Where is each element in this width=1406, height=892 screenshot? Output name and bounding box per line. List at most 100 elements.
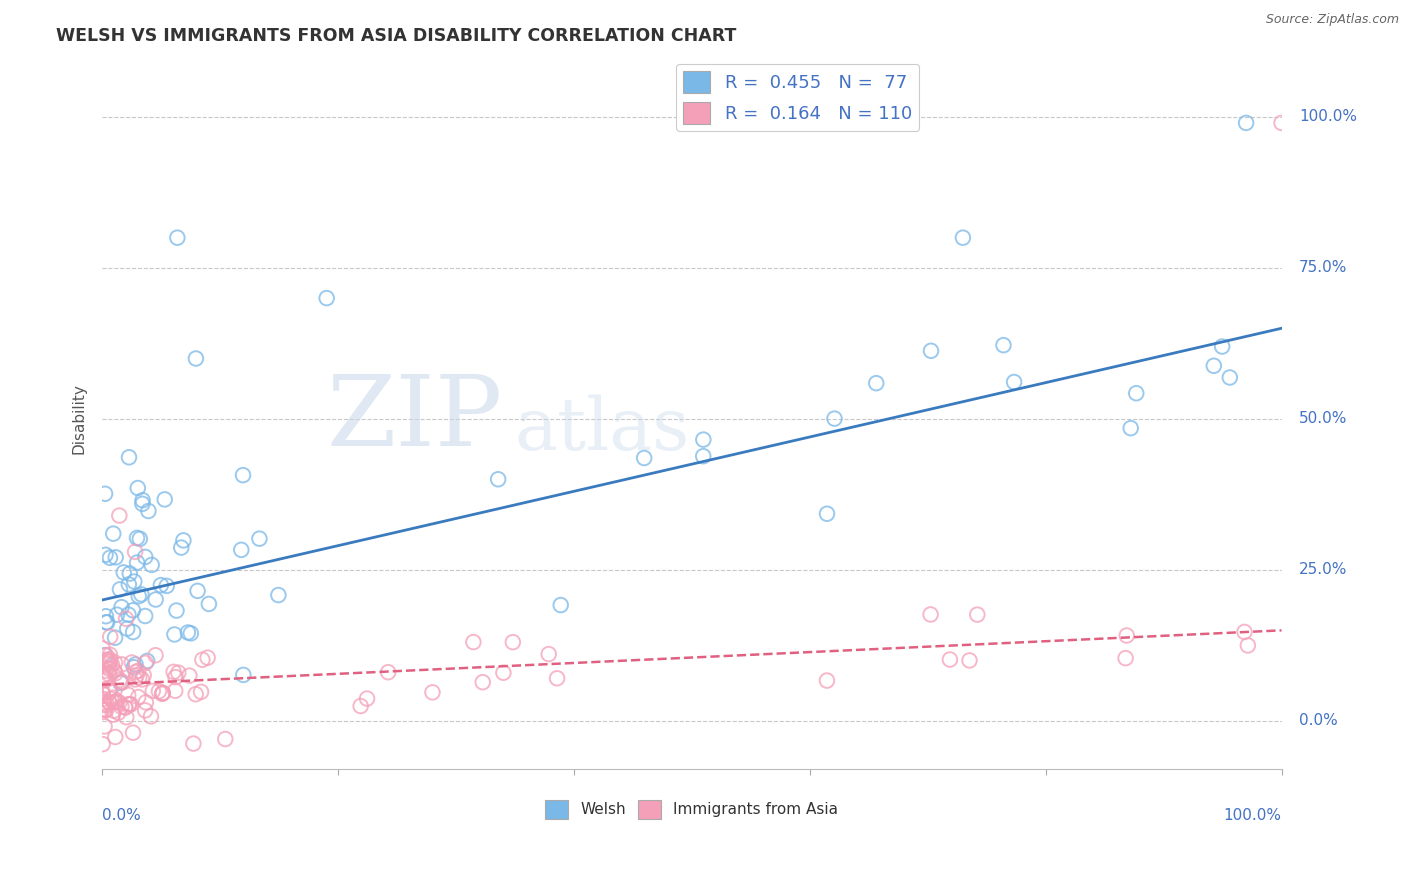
Point [165, 683, 187, 698]
Y-axis label: Disability: Disability [72, 384, 86, 454]
Point [184, 687, 207, 701]
Point [356, 691, 378, 706]
Point [1125, 386, 1147, 401]
Point [152, 686, 174, 700]
Point [134, 549, 156, 564]
Point [100, 692, 122, 706]
Point [118, 566, 141, 581]
Point [145, 648, 167, 663]
Point [110, 699, 132, 714]
Point [198, 597, 221, 611]
Point [232, 668, 254, 682]
Point [138, 504, 160, 518]
Point [179, 668, 201, 682]
Point [546, 671, 568, 685]
Point [94, 648, 117, 663]
Point [377, 665, 399, 680]
Text: 75.0%: 75.0% [1299, 260, 1347, 276]
Point [124, 657, 146, 672]
Point [125, 668, 148, 682]
Point [132, 668, 155, 682]
Text: Source: ZipAtlas.com: Source: ZipAtlas.com [1265, 13, 1399, 27]
Point [267, 588, 290, 602]
Point [118, 577, 141, 591]
Point [1270, 116, 1292, 130]
Point [824, 411, 846, 425]
Point [107, 706, 129, 720]
Point [492, 665, 515, 680]
Point [108, 673, 131, 687]
Point [125, 531, 148, 545]
Point [91, 685, 114, 699]
Point [97, 657, 120, 671]
Point [191, 653, 214, 667]
Point [115, 710, 138, 724]
Point [184, 351, 207, 366]
Point [1202, 359, 1225, 373]
Point [170, 541, 193, 555]
Point [104, 666, 127, 681]
Point [165, 670, 187, 684]
Text: WELSH VS IMMIGRANTS FROM ASIA DISABILITY CORRELATION CHART: WELSH VS IMMIGRANTS FROM ASIA DISABILITY… [56, 27, 737, 45]
Point [121, 656, 143, 670]
Point [98, 653, 121, 667]
Point [94, 548, 117, 562]
Point [91, 702, 114, 716]
Point [1211, 340, 1233, 354]
Point [1237, 639, 1260, 653]
Point [101, 657, 124, 672]
Point [131, 493, 153, 508]
Point [131, 497, 153, 511]
Point [141, 558, 163, 572]
Point [163, 627, 186, 641]
Point [101, 707, 124, 722]
Point [486, 472, 509, 486]
Point [1219, 370, 1241, 384]
Point [131, 673, 153, 687]
Point [98, 630, 121, 644]
Point [104, 631, 127, 645]
Point [134, 609, 156, 624]
Point [315, 291, 337, 305]
Point [177, 625, 200, 640]
Point [93, 696, 115, 710]
Text: atlas: atlas [515, 394, 690, 465]
Point [118, 698, 141, 712]
Point [422, 685, 444, 699]
Point [122, 660, 145, 674]
Point [131, 587, 153, 601]
Point [105, 607, 128, 622]
Text: 25.0%: 25.0% [1299, 563, 1347, 577]
Point [120, 698, 142, 712]
Point [115, 622, 138, 636]
Point [214, 731, 236, 746]
Point [111, 675, 134, 690]
Text: ZIP: ZIP [326, 371, 503, 467]
Point [103, 664, 125, 678]
Point [94, 487, 117, 501]
Point [98, 681, 121, 696]
Point [98, 655, 121, 669]
Point [142, 684, 165, 698]
Point [118, 698, 141, 712]
Point [98, 662, 121, 676]
Point [91, 668, 114, 682]
Point [96, 703, 118, 717]
Point [98, 667, 121, 681]
Point [692, 433, 714, 447]
Point [110, 676, 132, 690]
Point [471, 675, 494, 690]
Point [94, 648, 117, 662]
Point [162, 665, 184, 679]
Point [91, 641, 114, 656]
Point [815, 507, 838, 521]
Legend: Welsh, Immigrants from Asia: Welsh, Immigrants from Asia [538, 794, 844, 825]
Point [91, 687, 114, 701]
Point [134, 703, 156, 717]
Point [153, 492, 176, 507]
Text: 0.0%: 0.0% [101, 808, 141, 822]
Point [350, 699, 373, 714]
Point [110, 674, 132, 689]
Point [249, 532, 271, 546]
Point [124, 545, 146, 559]
